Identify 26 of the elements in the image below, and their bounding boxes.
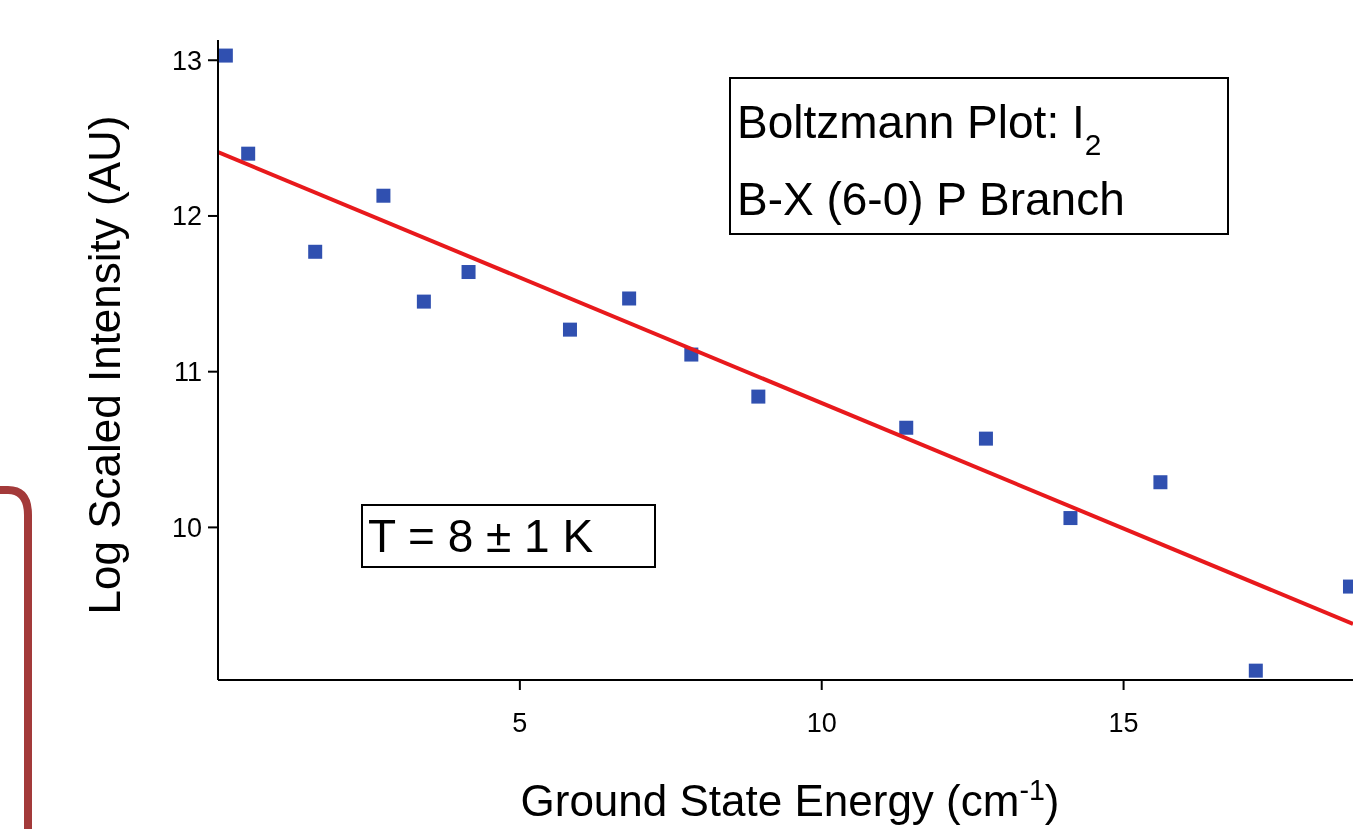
annotation: Boltzmann Plot: I$_{2}$ [737, 96, 1102, 161]
annotation: B-X (6-0) P Branch [737, 173, 1125, 225]
point [751, 389, 766, 404]
point [1248, 663, 1263, 678]
x-tick-label: 5 [512, 708, 528, 738]
point [241, 146, 256, 161]
point [978, 431, 993, 446]
y-axis-title: Log Scaled Intensity (AU) [80, 115, 129, 615]
point [376, 188, 391, 203]
point [308, 244, 323, 259]
point [218, 48, 233, 63]
point [899, 420, 914, 435]
point [1063, 511, 1078, 526]
point [1153, 475, 1168, 490]
point [461, 265, 476, 280]
y-tick-label: 10 [171, 512, 202, 543]
x-axis-title: Ground State Energy (cm$^{-1}$) [520, 774, 1060, 825]
point [622, 291, 637, 306]
y-tick-label: 12 [171, 201, 202, 232]
y-tick-label: 11 [173, 357, 202, 388]
y-tick-label: 13 [171, 45, 202, 76]
annotation: T = 8 ± 1 K [368, 510, 594, 562]
point [562, 322, 577, 337]
point [416, 294, 431, 309]
x-tick-label: 10 [806, 708, 837, 738]
x-tick-label: 15 [1108, 708, 1139, 738]
